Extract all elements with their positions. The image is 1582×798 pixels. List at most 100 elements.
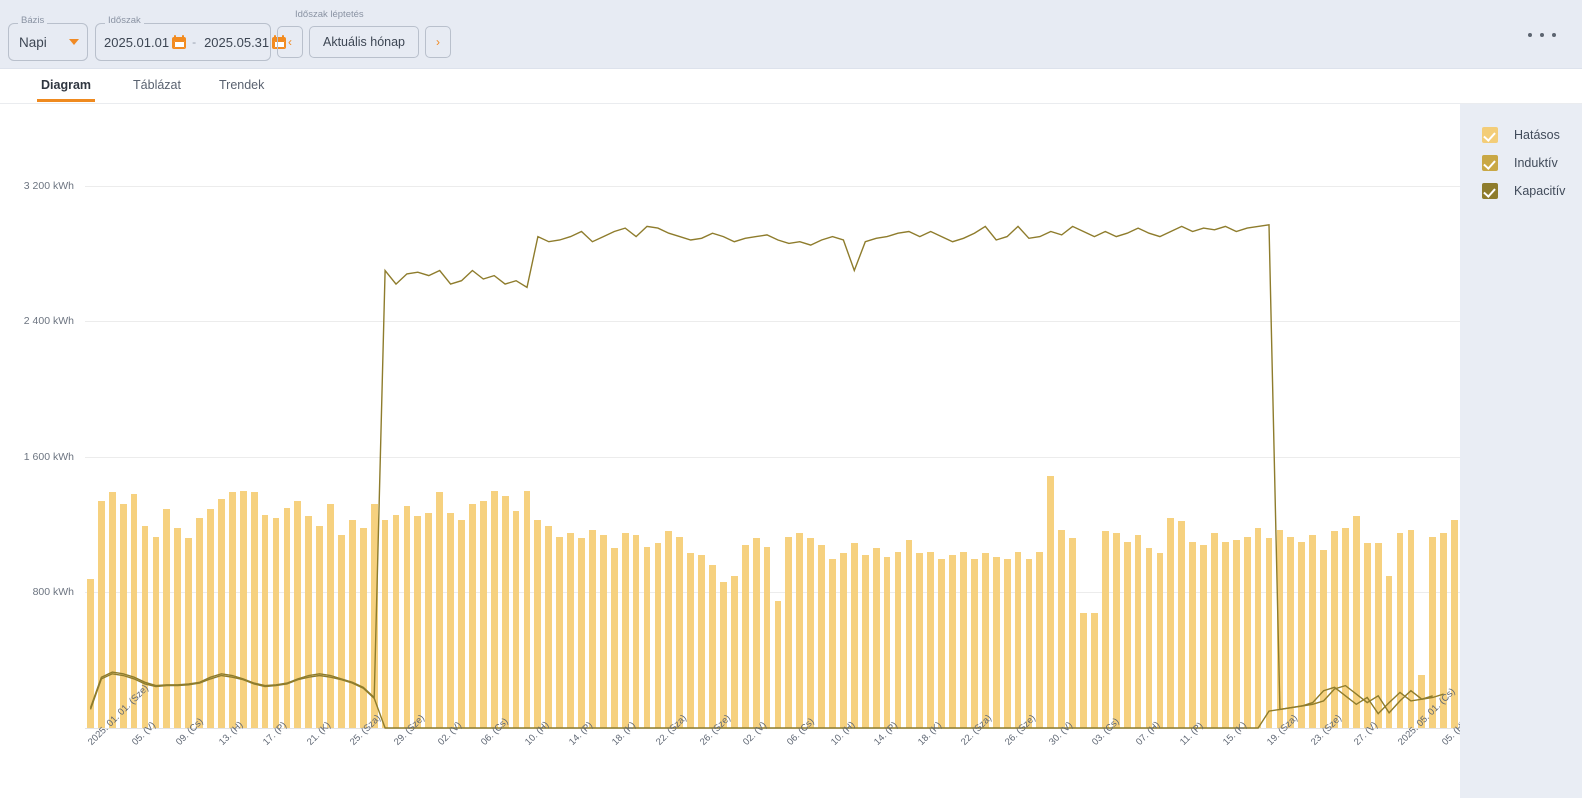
bar[interactable] xyxy=(1418,675,1426,728)
bar[interactable] xyxy=(512,511,520,728)
bar[interactable] xyxy=(1451,519,1458,728)
bar[interactable] xyxy=(1091,612,1098,728)
bar[interactable] xyxy=(1309,534,1317,728)
bar[interactable] xyxy=(883,556,891,728)
bar[interactable] xyxy=(556,536,564,728)
bar[interactable] xyxy=(720,582,727,728)
bar[interactable] xyxy=(174,528,182,728)
bar[interactable] xyxy=(665,531,673,728)
bar[interactable] xyxy=(1167,517,1175,728)
bar[interactable] xyxy=(1287,536,1295,728)
checkbox-checked-icon[interactable] xyxy=(1482,155,1498,171)
calendar-icon[interactable] xyxy=(272,35,287,49)
checkbox-checked-icon[interactable] xyxy=(1482,183,1498,199)
bar[interactable] xyxy=(348,519,356,728)
bar[interactable] xyxy=(272,517,280,728)
bar[interactable] xyxy=(1101,531,1109,728)
bar[interactable] xyxy=(1342,528,1349,728)
bar[interactable] xyxy=(796,533,804,728)
bar[interactable] xyxy=(425,512,433,728)
bar[interactable] xyxy=(621,533,629,728)
bar[interactable] xyxy=(872,548,880,728)
bar[interactable] xyxy=(927,551,935,728)
bar[interactable] xyxy=(327,504,334,728)
legend-item-induktiv[interactable]: Induktív xyxy=(1460,149,1582,177)
bar[interactable] xyxy=(1265,538,1273,728)
bar[interactable] xyxy=(1211,533,1218,728)
bar[interactable] xyxy=(687,553,695,728)
bar[interactable] xyxy=(1178,521,1186,728)
bar[interactable] xyxy=(1123,541,1131,728)
bar[interactable] xyxy=(1331,531,1338,728)
bar[interactable] xyxy=(1320,550,1327,728)
bar[interactable] xyxy=(1232,539,1240,728)
bar[interactable] xyxy=(992,556,1000,728)
bar[interactable] xyxy=(960,551,967,728)
bar[interactable] xyxy=(228,492,236,728)
bar[interactable] xyxy=(108,492,116,728)
bar[interactable] xyxy=(861,555,869,728)
bar[interactable] xyxy=(1440,533,1447,728)
bar[interactable] xyxy=(1429,536,1437,728)
bar[interactable] xyxy=(207,509,214,728)
line-induktív[interactable] xyxy=(89,223,1444,714)
bar[interactable] xyxy=(807,538,815,728)
bar[interactable] xyxy=(469,504,476,728)
current-month-button[interactable]: Aktuális hónap xyxy=(309,26,420,58)
kebab-menu-icon[interactable] xyxy=(1528,27,1556,43)
next-period-button[interactable]: › xyxy=(425,26,452,58)
bar[interactable] xyxy=(1156,553,1164,728)
tab-diagram[interactable]: Diagram xyxy=(36,69,96,102)
bar[interactable] xyxy=(370,504,378,728)
bar[interactable] xyxy=(130,494,138,728)
bar[interactable] xyxy=(676,536,684,728)
bar[interactable] xyxy=(97,500,105,728)
bar[interactable] xyxy=(1374,543,1382,728)
bar[interactable] xyxy=(1385,575,1393,728)
bar[interactable] xyxy=(654,543,662,728)
bar[interactable] xyxy=(523,490,531,728)
bar[interactable] xyxy=(916,553,924,728)
legend-item-hatasos[interactable]: Hatásos xyxy=(1460,121,1582,149)
bar[interactable] xyxy=(981,553,989,728)
bar[interactable] xyxy=(730,575,738,728)
bar[interactable] xyxy=(938,558,946,728)
bar[interactable] xyxy=(87,578,94,728)
bar[interactable] xyxy=(305,516,313,728)
bar[interactable] xyxy=(763,546,771,728)
bar[interactable] xyxy=(818,545,825,728)
bar[interactable] xyxy=(185,538,193,728)
bar[interactable] xyxy=(447,512,454,728)
bar[interactable] xyxy=(1276,529,1284,728)
line-kapacitív[interactable] xyxy=(89,673,1433,729)
bar[interactable] xyxy=(196,517,203,728)
bar[interactable] xyxy=(1243,536,1251,728)
bar[interactable] xyxy=(1069,538,1076,728)
bar[interactable] xyxy=(578,538,585,728)
bar[interactable] xyxy=(479,500,487,728)
bar[interactable] xyxy=(599,534,607,728)
bar[interactable] xyxy=(905,539,913,728)
bar[interactable] xyxy=(741,545,749,728)
bar[interactable] xyxy=(971,558,978,728)
bar[interactable] xyxy=(589,529,596,728)
bar[interactable] xyxy=(1363,543,1371,728)
bar[interactable] xyxy=(1221,541,1229,728)
bar[interactable] xyxy=(774,600,782,728)
bar[interactable] xyxy=(218,499,225,728)
bar[interactable] xyxy=(1145,548,1153,728)
bar[interactable] xyxy=(403,506,411,728)
bar[interactable] xyxy=(141,526,149,728)
bar[interactable] xyxy=(752,538,760,728)
bar[interactable] xyxy=(1254,528,1262,728)
bar[interactable] xyxy=(698,555,705,728)
bar[interactable] xyxy=(567,533,574,728)
calendar-icon[interactable] xyxy=(172,35,187,49)
bar[interactable] xyxy=(436,492,444,728)
bar[interactable] xyxy=(785,536,793,728)
bar[interactable] xyxy=(490,490,498,728)
bar[interactable] xyxy=(1396,533,1404,728)
bar[interactable] xyxy=(1003,558,1011,728)
bar[interactable] xyxy=(316,526,323,728)
bar[interactable] xyxy=(261,514,269,728)
